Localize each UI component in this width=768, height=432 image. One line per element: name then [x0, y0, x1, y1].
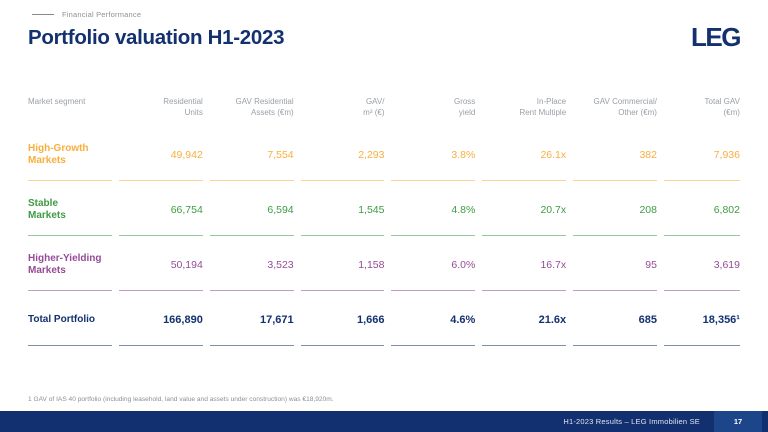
- row-label: Total Portfolio: [28, 307, 112, 347]
- table-cell: 4.6%: [391, 307, 476, 347]
- table-cell: 3,523: [209, 252, 294, 292]
- footer-text: H1-2023 Results – LEG Immobilien SE: [563, 417, 700, 426]
- column-header: Market segment: [28, 97, 86, 106]
- table-row: Total Portfolio 166,890 17,671 1,666 4.6% 21.…: [28, 307, 740, 347]
- table-cell: 49,942: [119, 142, 203, 182]
- portfolio-table: Market segment Residential Units GAV Resid…: [28, 96, 740, 347]
- table-cell: 20.7x: [482, 197, 567, 237]
- table-cell: 16.7x: [482, 252, 567, 292]
- table-cell: 7,554: [209, 142, 294, 182]
- table-cell: 50,194: [119, 252, 203, 292]
- column-header: Gross yield: [453, 97, 476, 118]
- column-header: Residential Units: [163, 97, 203, 118]
- column-header: GAV Residential Assets (€m): [235, 97, 294, 118]
- column-header: GAV/ m² (€): [363, 97, 385, 118]
- column-header: Total GAV (€m): [704, 97, 740, 118]
- table-cell: 66,754: [119, 197, 203, 237]
- table-header-row: Market segment Residential Units GAV Resid…: [28, 96, 740, 118]
- table-cell: 2,293: [300, 142, 385, 182]
- table-cell: 21.6x: [482, 307, 567, 347]
- table-cell: 1,545: [300, 197, 385, 237]
- column-header: GAV Commercial/ Other (€m): [593, 97, 657, 118]
- table-cell: 7,936: [663, 142, 740, 182]
- eyebrow-label: Financial Performance: [62, 10, 142, 19]
- page-title: Portfolio valuation H1-2023: [28, 26, 285, 49]
- eyebrow: Financial Performance: [32, 10, 141, 19]
- table-cell: 17,671: [209, 307, 294, 347]
- table-row: Stable Markets 66,754 6,594 1,545 4.8% 20.7x 2…: [28, 197, 740, 237]
- table-row: High-Growth Markets 49,942 7,554 2,293 3.8% 2…: [28, 142, 740, 182]
- table-cell: 4.8%: [391, 197, 476, 237]
- table-cell: 685: [573, 307, 657, 347]
- leg-logo: LEG: [691, 22, 741, 52]
- table-cell: 166,890: [119, 307, 203, 347]
- footnote: 1 GAV of IAS 40 portfolio (including lea…: [28, 396, 334, 403]
- eyebrow-dash-line: [32, 13, 54, 16]
- table-cell: 1,666: [300, 307, 385, 347]
- table-cell: 6,802: [663, 197, 740, 237]
- table-cell: 6.0%: [391, 252, 476, 292]
- page-number: 17: [714, 411, 762, 432]
- table-body: High-Growth Markets 49,942 7,554 2,293 3.8% 2…: [28, 142, 740, 347]
- table-cell: 3,619: [663, 252, 740, 292]
- table-cell: 3.8%: [391, 142, 476, 182]
- footer-bar: H1-2023 Results – LEG Immobilien SE 17: [0, 411, 768, 432]
- table-cell: 208: [573, 197, 657, 237]
- row-label: Stable Markets: [28, 197, 112, 237]
- row-label: Higher-Yielding Markets: [28, 252, 112, 292]
- table-cell: 1,158: [300, 252, 385, 292]
- table-cell: 6,594: [209, 197, 294, 237]
- table-cell: 95: [573, 252, 657, 292]
- table-cell: 26.1x: [482, 142, 567, 182]
- table-row: Higher-Yielding Markets 50,194 3,523 1,158 6…: [28, 252, 740, 292]
- row-label: High-Growth Markets: [28, 142, 112, 182]
- table-cell: 18,356¹: [663, 307, 740, 347]
- table-cell: 382: [573, 142, 657, 182]
- column-header: In-Place Rent Multiple: [519, 97, 567, 118]
